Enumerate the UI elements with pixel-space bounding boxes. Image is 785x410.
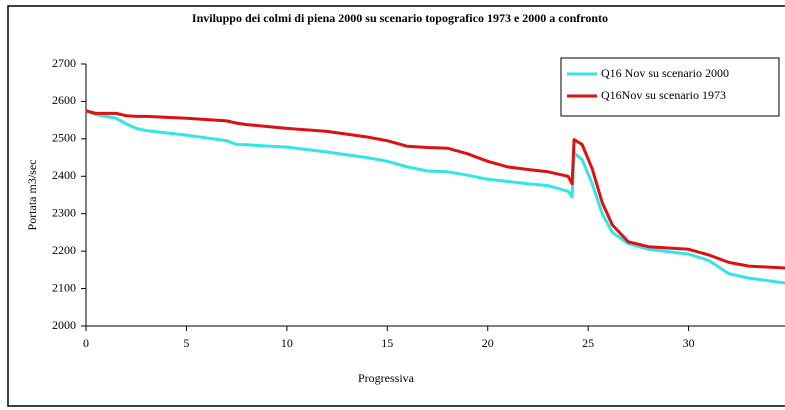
series-line [85,109,785,270]
x-tick-label: 20 [482,336,494,350]
x-tick-label: 5 [183,336,189,350]
legend-label: Q16 Nov su scenario 2000 [601,66,729,80]
y-tick-label: 2100 [52,280,76,294]
x-tick-label: 10 [281,336,293,350]
y-tick-label: 2600 [52,93,76,107]
chart-title: Inviluppo dei colmi di piena 2000 su sce… [192,11,608,25]
y-tick-label: 2000 [52,318,76,332]
x-tick-label: 15 [381,336,393,350]
y-tick-label: 2400 [52,168,76,182]
x-tick-label: 25 [582,336,594,350]
y-axis-label: Portata m3/sec [25,160,39,231]
y-tick-label: 2300 [52,205,76,219]
x-tick-label: 0 [83,336,89,350]
x-axis-label: Progressiva [358,371,415,385]
frame [7,5,785,407]
y-tick-label: 2500 [52,131,76,145]
y-tick-label: 2200 [52,243,76,257]
legend-box [560,57,780,117]
y-tick-label: 2700 [52,56,76,70]
x-tick-label: 30 [683,336,695,350]
legend-label: Q16Nov su scenario 1973 [601,88,726,102]
series-line [85,109,785,285]
